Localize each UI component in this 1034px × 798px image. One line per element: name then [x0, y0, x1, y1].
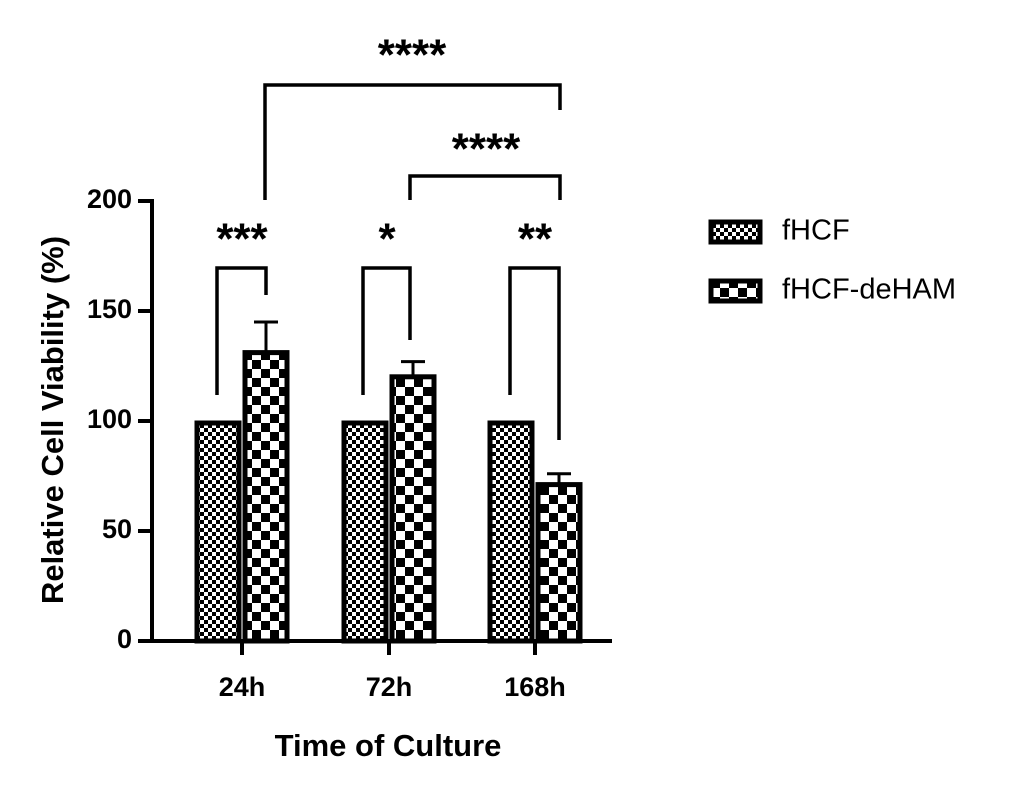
bar: [242, 350, 290, 644]
bar: [487, 420, 535, 644]
x-axis-title: Time of Culture: [275, 728, 502, 763]
x-tick-label: 168h: [504, 672, 566, 702]
x-tick-label: 24h: [219, 672, 266, 702]
y-tick-label: 100: [87, 404, 132, 434]
legend-swatch: [708, 219, 763, 245]
significance-label: ***: [216, 215, 268, 264]
y-tick-label: 50: [102, 514, 132, 544]
x-tick-label: 72h: [366, 672, 413, 702]
y-tick-label: 150: [87, 294, 132, 324]
legend-swatch: [708, 278, 763, 304]
bar: [535, 482, 583, 644]
legend-label: fHCF-deHAM: [782, 274, 956, 306]
y-tick-label: 0: [117, 624, 132, 654]
significance-label: *: [378, 215, 396, 264]
significance-bracket: [408, 174, 562, 200]
bar: [389, 374, 437, 644]
y-axis-title: Relative Cell Viability (%): [35, 236, 70, 604]
significance-bracket: [361, 266, 412, 395]
significance-bracket: [263, 83, 562, 200]
legend-label: fHCF: [782, 215, 850, 247]
significance-label: ****: [378, 31, 447, 80]
bar: [341, 420, 389, 644]
y-tick-label: 200: [87, 184, 132, 214]
bar: [194, 420, 242, 644]
significance-bracket: [508, 266, 561, 440]
significance-bracket: [215, 266, 268, 395]
significance-label: ****: [452, 125, 521, 174]
significance-label: **: [518, 215, 553, 264]
